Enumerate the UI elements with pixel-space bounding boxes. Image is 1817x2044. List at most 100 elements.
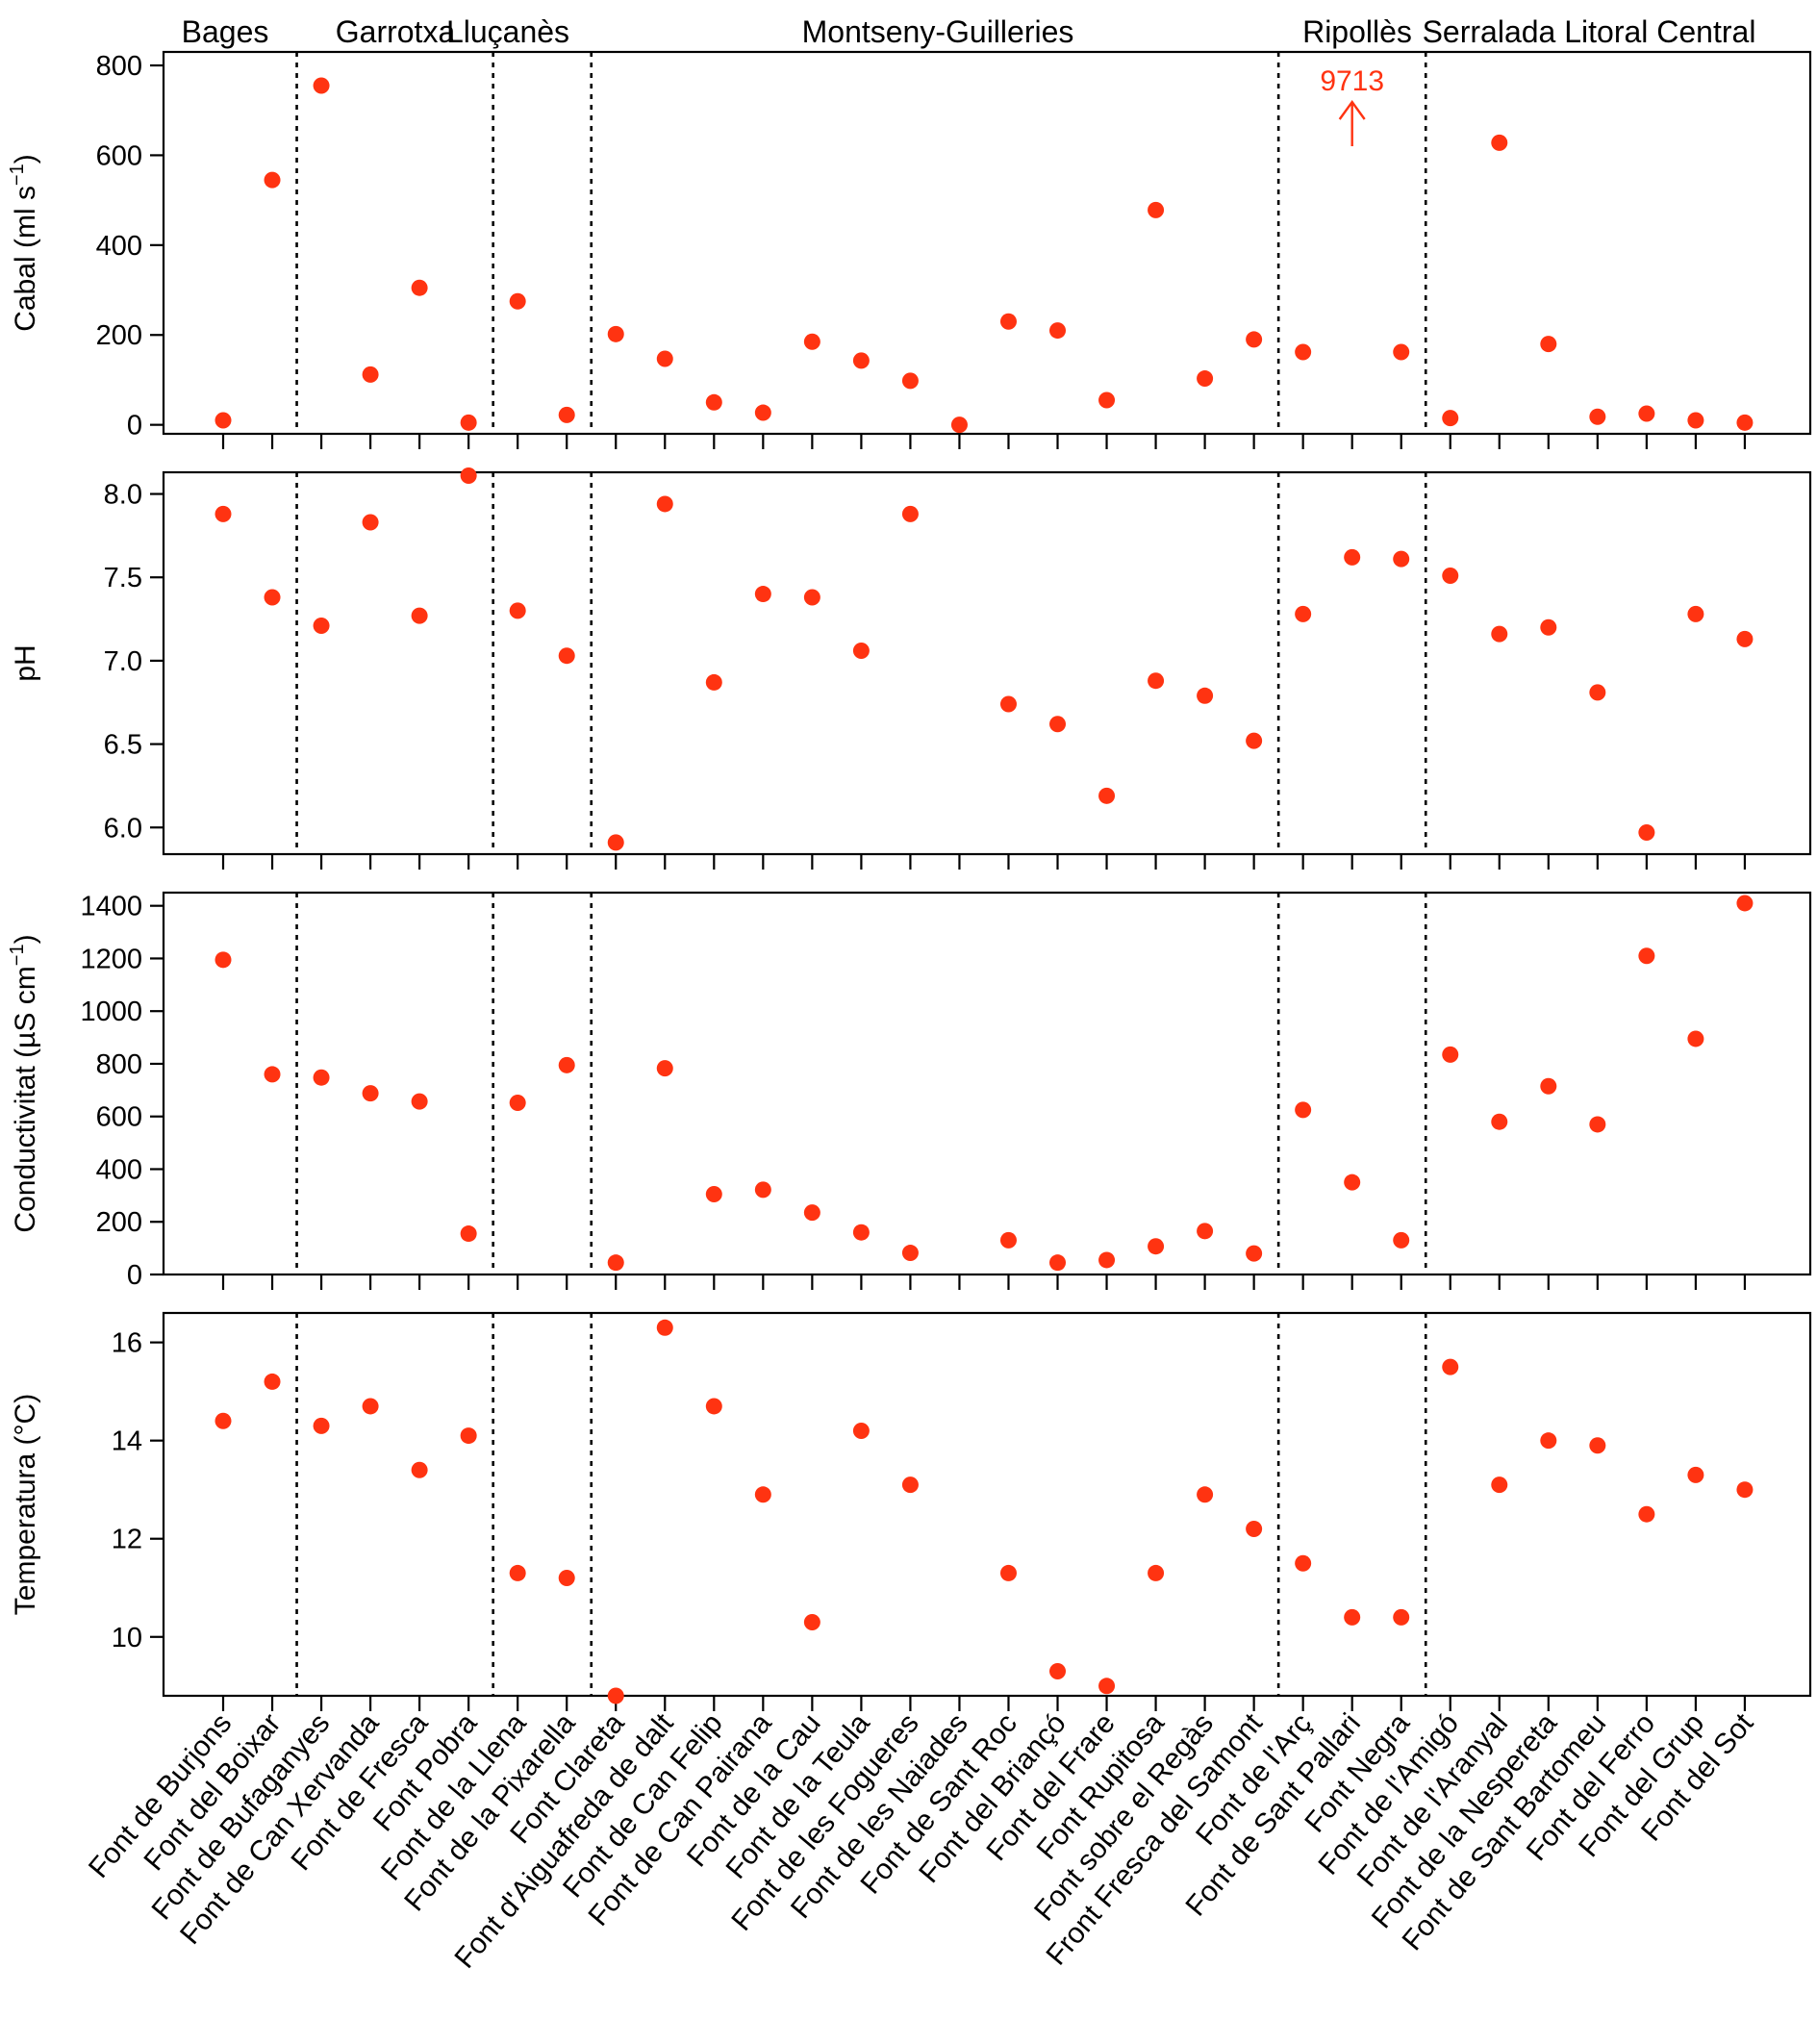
- data-point: [1736, 630, 1754, 647]
- data-point: [803, 1204, 820, 1222]
- data-point: [411, 607, 428, 624]
- data-point: [705, 1398, 722, 1415]
- data-point: [558, 1056, 575, 1073]
- data-point: [411, 1093, 428, 1110]
- data-point: [362, 1085, 379, 1102]
- data-point: [264, 171, 281, 189]
- data-point: [1638, 1505, 1655, 1523]
- y-tick-label: 600: [96, 140, 142, 171]
- data-point: [656, 1060, 673, 1077]
- data-point: [1197, 370, 1214, 388]
- data-point: [1638, 823, 1655, 841]
- data-point: [362, 514, 379, 531]
- y-tick-label: 8.0: [104, 480, 142, 511]
- data-point: [1049, 322, 1067, 340]
- y-axis-title-main: Conductivitat (µS cm: [10, 966, 41, 1232]
- data-point: [1049, 1254, 1067, 1272]
- data-point: [607, 325, 624, 342]
- y-tick-label: 10: [112, 1623, 142, 1653]
- data-point: [1491, 1476, 1508, 1494]
- data-point: [1344, 1173, 1361, 1191]
- data-point: [852, 642, 870, 659]
- data-point: [607, 1254, 624, 1272]
- y-tick-label: 400: [96, 231, 142, 262]
- data-point: [999, 1564, 1017, 1581]
- data-point: [1148, 201, 1165, 218]
- data-point: [1736, 414, 1754, 431]
- data-point: [460, 414, 477, 431]
- data-point: [509, 602, 526, 619]
- data-point: [1197, 687, 1214, 704]
- data-point: [999, 1231, 1017, 1249]
- data-point: [1344, 1608, 1361, 1626]
- data-point: [705, 1185, 722, 1202]
- y-axis-title-end: ): [10, 154, 41, 164]
- y-tick-label: 1200: [80, 944, 142, 974]
- panel-frame: [162, 891, 1812, 1276]
- data-point: [803, 333, 820, 350]
- outlier-marker: 9713: [1320, 65, 1384, 146]
- data-point: [313, 617, 330, 634]
- data-point: [901, 1245, 919, 1262]
- data-point: [1049, 716, 1067, 733]
- data-point: [460, 1225, 477, 1243]
- y-tick-label: 600: [96, 1102, 142, 1133]
- data-point: [1148, 1564, 1165, 1581]
- data-point: [215, 1412, 232, 1429]
- data-point: [1687, 1030, 1704, 1047]
- data-point: [1295, 1554, 1312, 1572]
- y-tick-label: 0: [127, 411, 142, 442]
- data-point: [313, 1417, 330, 1434]
- data-point: [1393, 550, 1410, 568]
- data-point: [999, 695, 1017, 713]
- y-axis-title: Cabal (ml s−1): [7, 154, 41, 332]
- region-label-2: Lluçanès: [446, 14, 569, 49]
- data-point: [607, 1687, 624, 1704]
- data-point: [1246, 732, 1263, 749]
- data-point: [1098, 1678, 1116, 1695]
- data-point: [1098, 787, 1116, 804]
- data-point: [1540, 1432, 1557, 1450]
- region-label-0: Bages: [182, 14, 269, 49]
- data-point: [656, 495, 673, 513]
- y-tick-label: 400: [96, 1154, 142, 1185]
- data-point: [460, 467, 477, 484]
- data-point: [803, 589, 820, 606]
- data-point: [264, 1066, 281, 1083]
- data-point: [411, 279, 428, 296]
- data-point: [656, 1319, 673, 1336]
- data-point: [558, 406, 575, 423]
- panel-frame: [162, 50, 1812, 436]
- data-point: [411, 1461, 428, 1478]
- data-point: [754, 404, 771, 421]
- data-point: [1393, 1231, 1410, 1249]
- panel-0: 0 200 400 600 800 Cabal (ml s−1) 9713: [7, 50, 1812, 449]
- y-axis-title-main: pH: [10, 644, 41, 681]
- data-point: [1393, 343, 1410, 361]
- data-point: [1589, 408, 1606, 425]
- data-point: [215, 951, 232, 969]
- data-point: [1246, 1521, 1263, 1538]
- data-point: [950, 416, 968, 434]
- data-point: [656, 350, 673, 367]
- y-tick-label: 1000: [80, 997, 142, 1027]
- data-point: [1589, 1437, 1606, 1454]
- y-axis-title: Temperatura (°C): [10, 1394, 41, 1615]
- panel-frame: [162, 1311, 1812, 1698]
- data-point: [803, 1613, 820, 1630]
- outlier-arrow-head: [1338, 99, 1366, 120]
- y-tick-label: 12: [112, 1525, 142, 1555]
- data-point: [362, 1398, 379, 1415]
- data-point: [362, 366, 379, 383]
- y-axis-title-superscript: −1: [7, 944, 28, 966]
- y-axis-title-end: ): [10, 934, 41, 944]
- y-tick-label: 16: [112, 1328, 142, 1359]
- data-point: [1246, 1245, 1263, 1262]
- data-point: [1540, 618, 1557, 636]
- y-tick-label: 0: [127, 1260, 142, 1291]
- data-point: [1393, 1608, 1410, 1626]
- data-point: [1148, 1238, 1165, 1255]
